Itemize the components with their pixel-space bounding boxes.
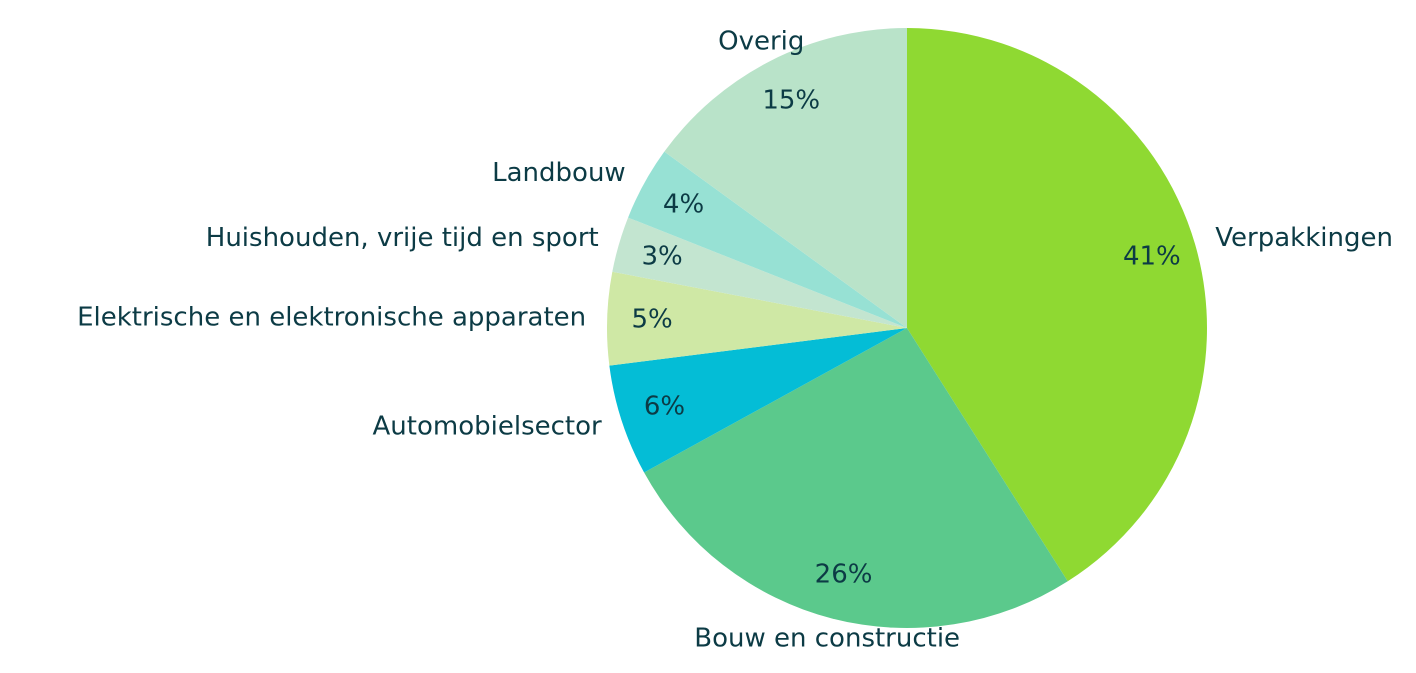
value-label: 4% (663, 190, 704, 220)
pie-slice (609, 328, 907, 473)
value-label: 26% (815, 559, 873, 589)
category-label: Bouw en constructie (694, 623, 960, 653)
category-label: Verpakkingen (1215, 223, 1393, 253)
category-label: Overig (718, 26, 804, 56)
value-label: 6% (644, 391, 685, 421)
category-label: Huishouden, vrije tijd en sport (206, 223, 599, 253)
value-label: 41% (1123, 241, 1181, 271)
pie-slice (664, 27, 907, 328)
pie-slice (612, 217, 907, 328)
category-label: Automobielsector (373, 412, 602, 442)
category-label: Elektrische en elektronische apparaten (77, 302, 586, 332)
pie-slice (628, 151, 907, 328)
category-label: Landbouw (492, 158, 626, 188)
pie-slice (644, 328, 1068, 629)
value-label: 3% (642, 241, 683, 271)
pie-slice (907, 28, 1208, 582)
pie-slice (607, 271, 907, 366)
value-label: 15% (762, 85, 820, 115)
value-label: 5% (632, 304, 673, 334)
